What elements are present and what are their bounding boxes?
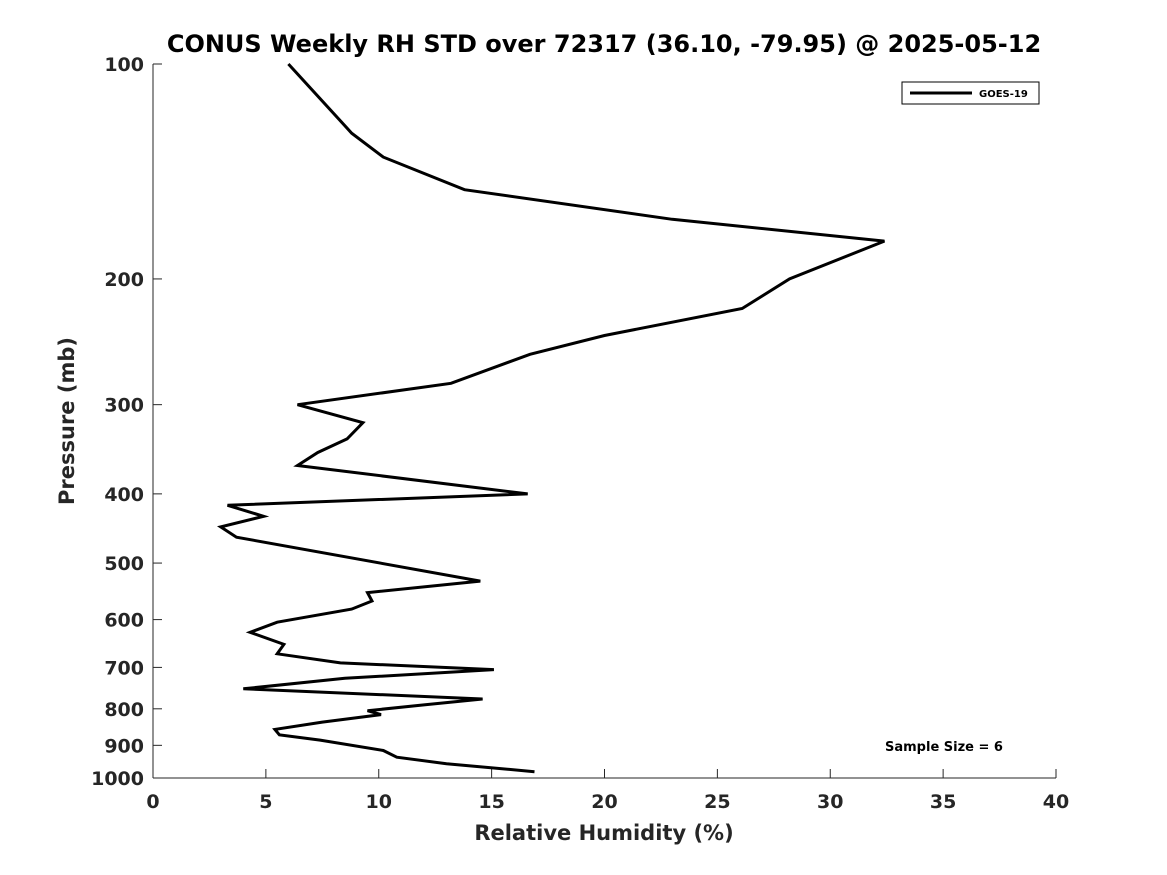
x-axis-ticks: 0 5 10 15 20 25 30 35 40 <box>146 769 1069 813</box>
x-tick-label: 20 <box>591 791 617 813</box>
x-tick-label: 30 <box>817 791 843 813</box>
legend-label-goes-19: GOES-19 <box>979 89 1028 100</box>
y-tick-label: 1000 <box>91 768 144 790</box>
y-tick-label: 100 <box>104 54 144 76</box>
x-tick-label: 40 <box>1043 791 1069 813</box>
y-tick-label: 900 <box>104 735 144 757</box>
x-tick-label: 0 <box>146 791 159 813</box>
y-tick-label: 700 <box>104 657 144 679</box>
y-tick-label: 400 <box>104 484 144 506</box>
series-line-goes-19 <box>216 62 885 774</box>
x-tick-label: 10 <box>366 791 392 813</box>
x-axis-label: Relative Humidity (%) <box>474 821 733 845</box>
y-tick-label: 600 <box>104 610 144 632</box>
y-tick-label: 800 <box>104 699 144 721</box>
y-axis-ticks: 100 200 300 400 500 600 700 800 900 1000 <box>91 54 162 790</box>
x-tick-label: 25 <box>704 791 730 813</box>
x-tick-label: 5 <box>259 791 272 813</box>
axes <box>152 64 1056 779</box>
sample-size-annotation: Sample Size = 6 <box>885 740 1003 755</box>
x-tick-label: 35 <box>930 791 956 813</box>
x-tick-label: 15 <box>478 791 504 813</box>
legend: GOES-19 <box>901 81 1040 105</box>
chart-title: CONUS Weekly RH STD over 72317 (36.10, -… <box>167 30 1041 58</box>
y-tick-label: 500 <box>104 553 144 575</box>
y-tick-label: 300 <box>104 395 144 417</box>
series-layer <box>216 62 885 774</box>
y-axis-label: Pressure (mb) <box>55 337 79 505</box>
y-tick-label: 200 <box>104 269 144 291</box>
